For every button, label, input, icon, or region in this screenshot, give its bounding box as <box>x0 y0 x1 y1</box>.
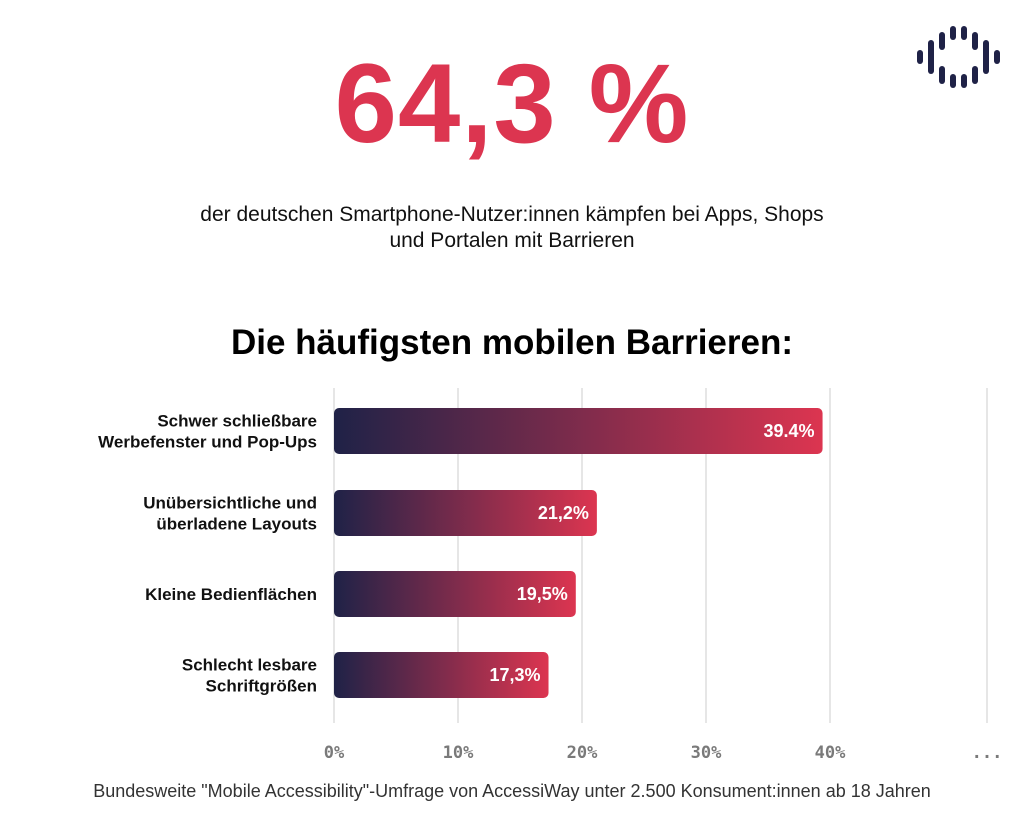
source-footnote: Bundesweite "Mobile Accessibility"-Umfra… <box>93 781 931 801</box>
accessiway-logo-icon <box>917 26 1000 88</box>
bar-chart: 39.4% 21,2% 19,5% 17,3% Schwer schließbare W… <box>98 388 1003 763</box>
logo-bar <box>961 26 967 40</box>
logo-bar <box>994 50 1000 64</box>
x-tick-label: 20% <box>567 743 598 763</box>
logo-bar <box>950 26 956 40</box>
logo-bar <box>972 32 978 50</box>
chart-title: Die häufigsten mobilen Barrieren: <box>230 323 794 362</box>
category-label: Kleine Bedienflächen <box>145 585 317 604</box>
logo-bar <box>961 74 967 88</box>
bar-value-label: 39.4% <box>764 421 815 441</box>
category-label: Schwer schließbare <box>157 412 317 431</box>
logo-bar <box>928 40 934 74</box>
bar <box>334 652 549 698</box>
logo-bar <box>972 66 978 84</box>
x-tick-label: 30% <box>691 743 722 763</box>
logo-bar <box>983 40 989 74</box>
category-label: Unübersichtliche und <box>143 494 317 513</box>
subtitle-line-1: der deutschen Smartphone-Nutzer:innen kä… <box>200 203 824 226</box>
category-label: Schriftgrößen <box>206 677 317 696</box>
bar-value-label: 19,5% <box>517 584 568 604</box>
x-tick-label: 10% <box>443 743 474 763</box>
x-tick-label: 40% <box>815 743 846 763</box>
bar-value-label: 21,2% <box>538 503 589 523</box>
bar <box>334 490 597 536</box>
logo-bar <box>939 66 945 84</box>
logo-bar <box>939 32 945 50</box>
category-label: überladene Layouts <box>156 515 317 534</box>
bar-value-label: 17,3% <box>489 665 540 685</box>
x-axis-ticks: 0% 10% 20% 30% 40%... <box>324 743 1003 763</box>
logo-bar <box>917 50 923 64</box>
bar <box>334 408 823 454</box>
bar <box>334 571 576 617</box>
headline-statistic: 64,3 % <box>334 41 690 166</box>
x-tick-label: 0% <box>324 743 345 763</box>
bars: 39.4% 21,2% 19,5% 17,3% <box>334 408 823 698</box>
subtitle-line-2: und Portalen mit Barrieren <box>389 229 635 252</box>
category-label: Werbefenster und Pop-Ups <box>98 433 317 452</box>
x-tick-label-more: ... <box>972 743 1003 763</box>
category-label: Schlecht lesbare <box>182 656 317 675</box>
logo-bar <box>950 74 956 88</box>
headline-subtitle: der deutschen Smartphone-Nutzer:innen kä… <box>130 202 894 254</box>
category-labels: Schwer schließbare Werbefenster und Pop-U… <box>98 412 317 696</box>
